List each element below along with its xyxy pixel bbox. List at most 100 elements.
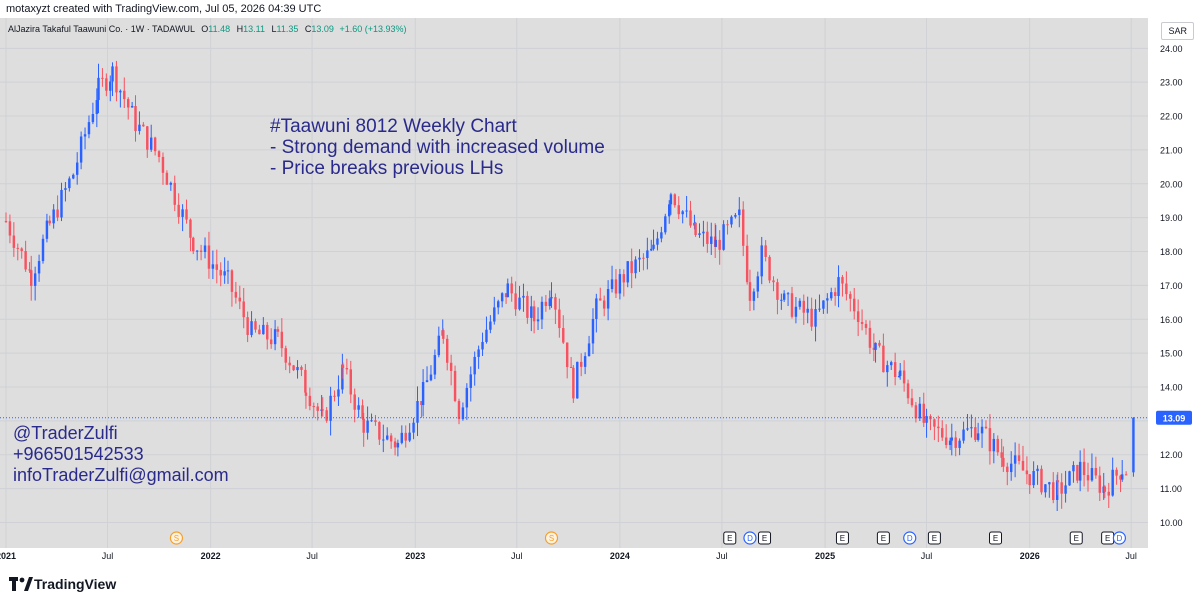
- candle-body: [250, 321, 253, 335]
- dividend-event-marker[interactable]: [743, 531, 757, 545]
- candle-body: [1111, 469, 1114, 496]
- earnings-event-marker[interactable]: [876, 531, 890, 545]
- dividend-event-marker[interactable]: [903, 531, 917, 545]
- earnings-event-marker[interactable]: [758, 531, 772, 545]
- earnings-event-marker[interactable]: [989, 531, 1003, 545]
- candle-body: [273, 329, 277, 345]
- candle-body: [668, 204, 671, 217]
- candle-body: [710, 236, 713, 244]
- candle-body: [522, 295, 525, 298]
- candle-body: [599, 298, 602, 301]
- candle-body: [818, 308, 821, 310]
- candle-body: [698, 233, 701, 235]
- candle-body: [1002, 457, 1005, 467]
- candle-body: [595, 298, 598, 319]
- candle-body: [52, 209, 55, 224]
- candle-body: [361, 405, 364, 419]
- candle-body: [262, 324, 265, 335]
- candle-body: [548, 298, 552, 306]
- candle-body: [130, 105, 134, 108]
- split-event-marker[interactable]: [169, 531, 184, 545]
- candle-body: [461, 407, 465, 420]
- earnings-event-marker[interactable]: [1069, 531, 1083, 545]
- candle-body: [1055, 480, 1059, 500]
- candle-body: [664, 216, 667, 233]
- candle-body: [565, 342, 569, 368]
- event-label: E: [762, 534, 767, 543]
- candle-body: [874, 342, 877, 350]
- candle-body: [906, 383, 910, 399]
- candle-body: [933, 419, 936, 427]
- candle-body: [157, 151, 161, 157]
- candle-body: [1009, 463, 1013, 473]
- earnings-event-marker[interactable]: [723, 531, 737, 545]
- candle-body: [622, 274, 626, 283]
- candle-body: [284, 348, 287, 363]
- earnings-event-marker[interactable]: [835, 531, 849, 545]
- candle-body: [689, 210, 692, 226]
- candle-body: [853, 298, 856, 312]
- candle-body: [195, 250, 199, 252]
- candle-body: [714, 239, 717, 247]
- candle-body: [1036, 468, 1039, 472]
- candle-body: [1032, 471, 1035, 486]
- candle-body: [918, 403, 922, 419]
- candle-body: [569, 367, 573, 369]
- candle-body: [123, 90, 126, 100]
- chart-frame[interactable]: 10.0011.0012.0013.0014.0015.0016.0017.00…: [0, 18, 1200, 564]
- tradingview-logo-icon: [9, 577, 33, 591]
- candle-body: [12, 235, 16, 248]
- plot-background: [0, 18, 1148, 548]
- legend-open-label: O: [201, 24, 209, 34]
- time-axis-background[interactable]: [0, 548, 1148, 564]
- candle-body: [856, 311, 860, 322]
- candle-body: [420, 401, 423, 406]
- candle-body: [1094, 468, 1098, 476]
- price-chart[interactable]: 10.0011.0012.0013.0014.0015.0016.0017.00…: [0, 18, 1200, 564]
- candle-body: [650, 248, 653, 251]
- candle-body: [79, 136, 83, 163]
- candle-body: [68, 178, 71, 189]
- candle-body: [849, 294, 852, 299]
- candle-body: [576, 361, 579, 399]
- candle-body: [510, 283, 513, 294]
- candle-body: [660, 232, 663, 239]
- candle-body: [722, 224, 725, 250]
- candle-body: [337, 389, 340, 397]
- candle-body: [134, 105, 137, 132]
- candle-body: [1040, 468, 1043, 493]
- candle-body: [694, 222, 697, 235]
- legend-symbol: AlJazira Takaful Taawuni Co. · 1W · TADA…: [8, 24, 195, 34]
- price-axis-background[interactable]: [1148, 18, 1200, 564]
- candle-body: [370, 420, 373, 422]
- event-label: E: [727, 534, 732, 543]
- x-tick-label: Jul: [511, 551, 523, 561]
- candle-body: [8, 221, 12, 236]
- candle-body: [610, 279, 614, 289]
- candle-body: [4, 221, 8, 223]
- x-tick-label: Jul: [306, 551, 318, 561]
- candle-body: [308, 395, 312, 407]
- candle-body: [408, 432, 411, 441]
- y-tick-label: 15.00: [1160, 349, 1183, 359]
- dividend-event-marker[interactable]: [1112, 531, 1127, 545]
- split-event-marker[interactable]: [544, 531, 559, 545]
- candle-body: [497, 301, 500, 308]
- last-price-badge: [1156, 410, 1192, 425]
- x-tick-label: 2021: [0, 551, 16, 561]
- candle-body: [215, 264, 219, 270]
- candle-body: [526, 295, 529, 318]
- event-label: S: [174, 534, 179, 543]
- candle-body: [226, 270, 230, 272]
- candle-body: [48, 220, 51, 224]
- candle-body: [83, 134, 87, 137]
- candle-body: [782, 293, 786, 300]
- earnings-event-marker[interactable]: [927, 531, 941, 545]
- currency-button[interactable]: SAR: [1161, 22, 1194, 40]
- candle-body: [181, 209, 184, 217]
- event-label: E: [993, 534, 998, 543]
- candle-body: [514, 293, 517, 310]
- candle-body: [1072, 465, 1075, 472]
- candle-body: [868, 327, 872, 348]
- candle-body: [702, 231, 705, 234]
